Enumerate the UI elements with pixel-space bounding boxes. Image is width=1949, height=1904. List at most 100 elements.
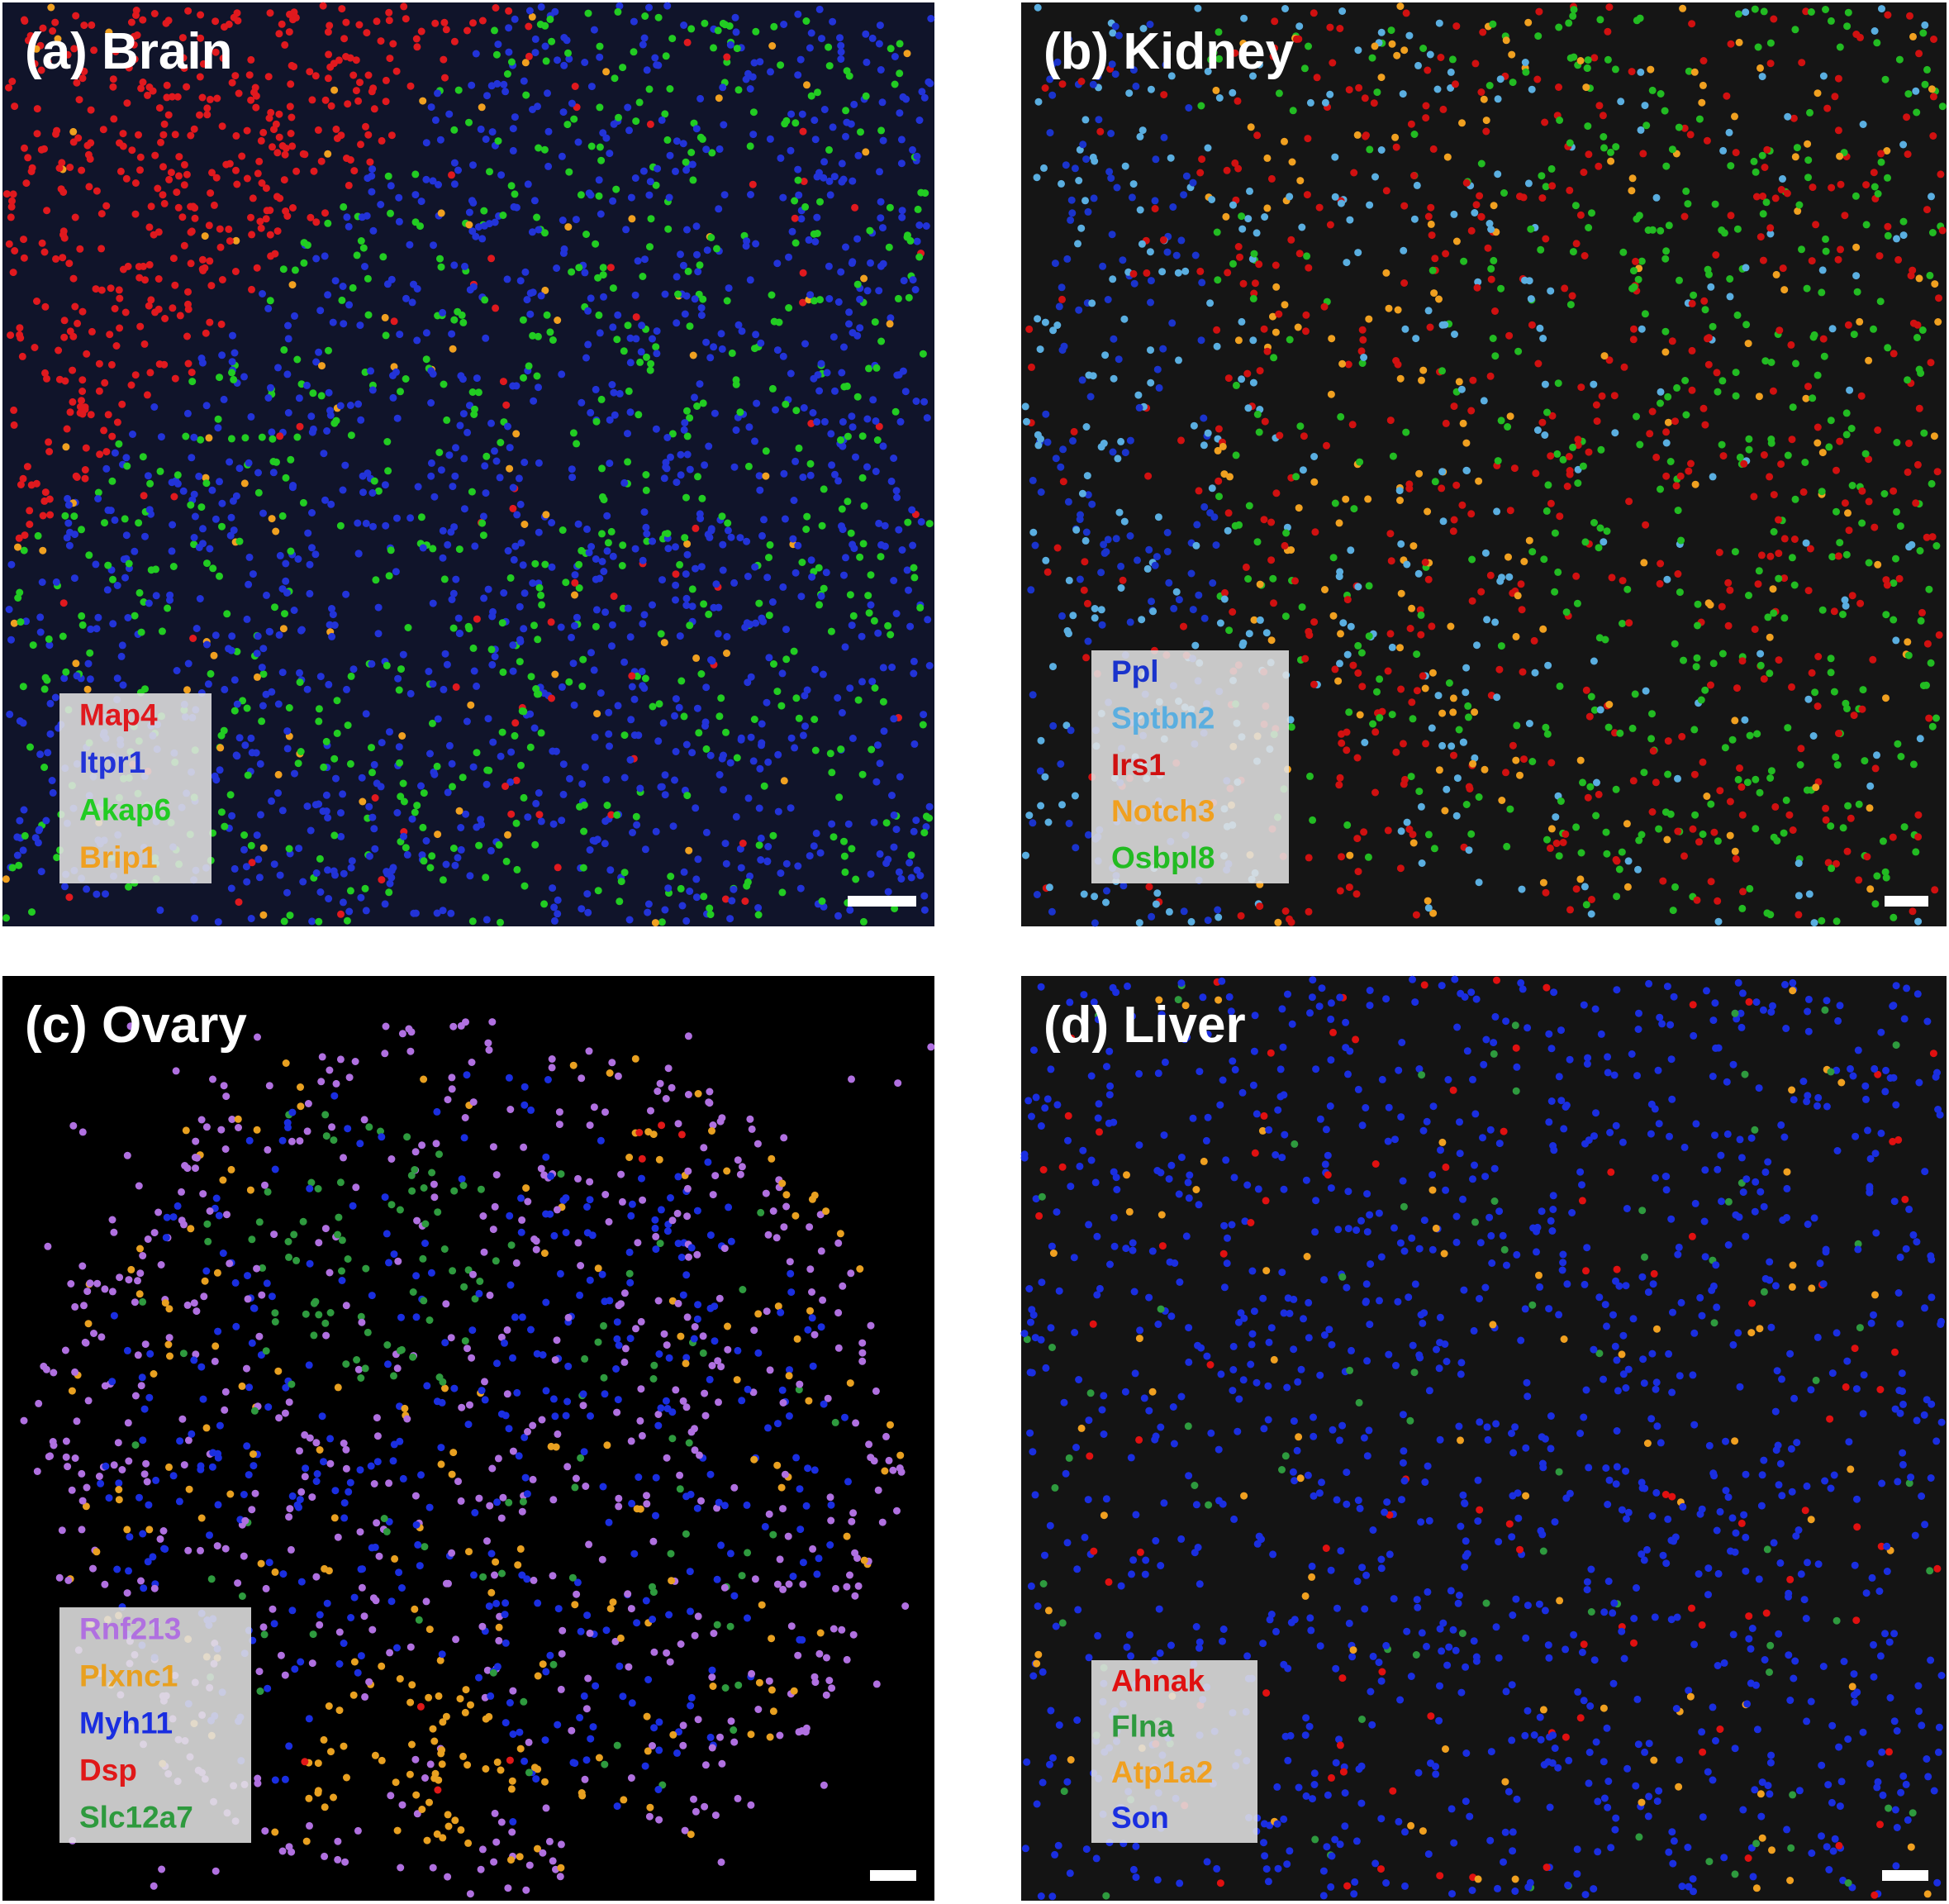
transcript-dot [159,163,167,171]
transcript-dot [1542,183,1550,191]
transcript-dot [1598,392,1606,400]
transcript-dot [1809,732,1818,740]
transcript-dot [613,1335,621,1343]
transcript-dot [283,212,292,220]
transcript-dot [482,334,490,342]
transcript-dot [284,1238,292,1245]
transcript-dot [1835,730,1842,737]
transcript-dot [795,714,803,722]
transcript-dot [325,50,333,59]
transcript-dot [51,18,59,26]
transcript-dot [624,604,632,612]
transcript-dot [638,1154,646,1163]
transcript-dot [7,202,16,211]
transcript-dot [677,250,684,259]
transcript-dot [566,774,573,783]
legend-entry: Irs1 [1111,748,1166,782]
transcript-dot [492,304,500,312]
transcript-dot [1814,439,1822,447]
transcript-dot [1882,694,1890,702]
transcript-dot [645,191,654,199]
transcript-dot [248,749,256,757]
transcript-dot [38,239,46,247]
transcript-dot [49,788,57,797]
transcript-dot [1220,595,1229,603]
transcript-dot [1120,517,1129,526]
transcript-dot [521,459,529,466]
transcript-dot [1697,696,1705,704]
transcript-dot [873,436,882,444]
transcript-dot [1899,231,1908,240]
transcript-dot [1638,257,1646,265]
transcript-dot [643,530,651,538]
transcript-dot [876,21,884,30]
transcript-dot [1355,83,1363,92]
transcript-dot [277,1651,285,1659]
transcript-dot [312,869,321,877]
transcript-dot [1539,335,1547,342]
transcript-dot [667,1549,675,1558]
transcript-dot [1827,654,1835,663]
transcript-dot [1049,721,1058,730]
transcript-dot [1397,540,1405,548]
transcript-dot [41,674,50,682]
transcript-dot [1263,347,1272,355]
transcript-dot [254,169,262,178]
transcript-dot [271,603,278,612]
transcript-dot [232,1322,240,1330]
transcript-dot [739,1286,747,1293]
transcript-dot [306,589,314,597]
transcript-dot [259,844,268,852]
transcript-dot [393,1364,402,1373]
transcript-dot [131,612,139,620]
transcript-dot [49,27,57,35]
transcript-dot [36,613,45,621]
transcript-dot [496,474,504,482]
transcript-dot [891,407,900,416]
transcript-dot [1623,820,1631,828]
transcript-dot [307,1178,316,1187]
transcript-dot [357,237,365,245]
transcript-dot [1559,839,1567,846]
transcript-dot [640,34,649,42]
transcript-dot [1493,693,1501,702]
transcript-dot [1335,519,1343,527]
transcript-dot [1104,536,1112,544]
transcript-dot [1407,120,1415,128]
transcript-dot [197,503,206,512]
transcript-dot [1727,212,1735,220]
transcript-dot [422,175,430,183]
transcript-dot [243,126,251,135]
transcript-dot [312,358,321,366]
transcript-dot [183,332,191,340]
transcript-dot [1034,315,1042,323]
transcript-dot [809,409,817,416]
transcript-dot [324,28,332,36]
transcript-dot [1820,352,1828,360]
transcript-dot [713,245,720,253]
transcript-dot [226,237,234,245]
transcript-dot [605,1518,613,1526]
transcript-dot [55,164,64,172]
transcript-dot [253,264,261,272]
transcript-dot [316,307,325,315]
transcript-dot [835,793,844,802]
transcript-dot [611,411,619,419]
transcript-dot [299,150,307,158]
transcript-dot [228,812,236,820]
transcript-dot [1894,740,1902,748]
transcript-dot [437,1444,445,1452]
transcript-dot [370,825,378,833]
transcript-dot [1581,883,1589,891]
transcript-dot [1160,91,1168,99]
transcript-dot [339,283,347,290]
transcript-dot [387,1201,396,1209]
transcript-dot [1078,489,1086,497]
transcript-dot [1812,221,1820,229]
transcript-dot [440,55,448,64]
transcript-dot [248,1339,256,1347]
transcript-dot [1841,212,1849,220]
transcript-dot [275,30,283,38]
transcript-dot [642,471,650,478]
